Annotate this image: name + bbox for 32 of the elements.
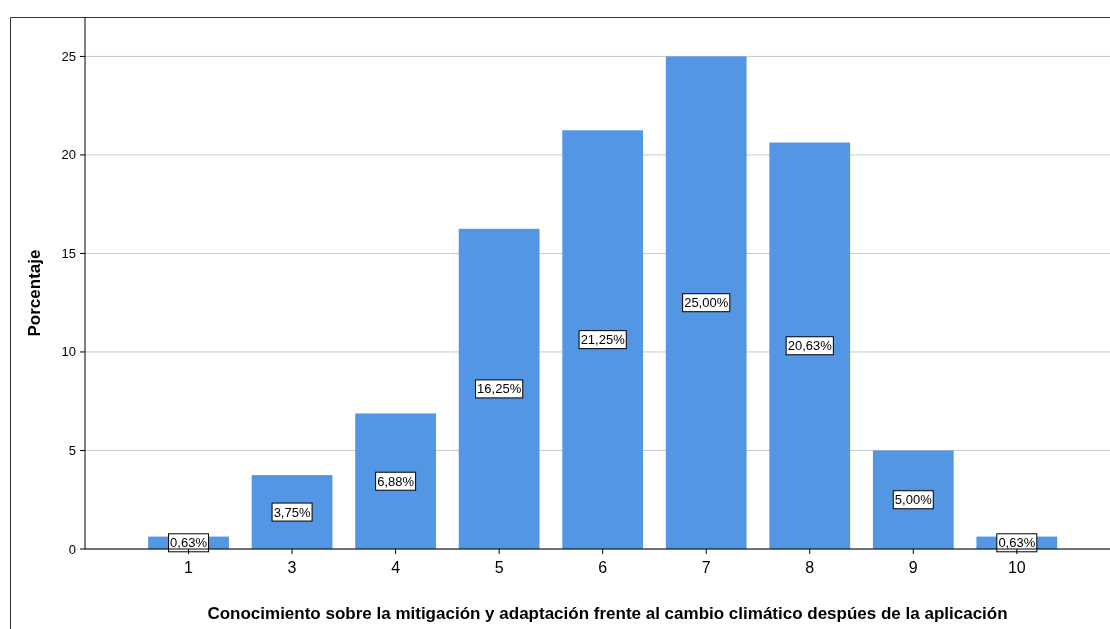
x-axis-title: Conocimiento sobre la mitigación y adaptación frente al cambio climático despúes de la aplicación: [207, 604, 1008, 623]
x-tick-label: 6: [598, 559, 608, 576]
bar: [458, 228, 540, 549]
bar: [562, 130, 644, 549]
y-axis-title: Porcentaje: [25, 249, 44, 337]
data-label: 25,00%: [684, 295, 729, 311]
x-tick-label: 9: [908, 559, 918, 576]
bar: [665, 56, 747, 549]
x-tick-label: 10: [1007, 559, 1026, 576]
x-tick-label: 5: [494, 559, 504, 576]
y-tick-label: 0: [68, 541, 76, 557]
y-tick-label: 25: [61, 48, 76, 64]
y-tick-label: 10: [61, 344, 76, 360]
data-label: 0,63%: [998, 535, 1036, 551]
data-label: 0,63%: [170, 535, 208, 551]
data-label: 16,25%: [477, 381, 522, 397]
x-tick-label: 4: [391, 559, 401, 576]
y-tick-label: 15: [61, 245, 76, 261]
y-tick-label: 20: [61, 147, 76, 163]
bar: [355, 413, 436, 549]
x-tick-label: 7: [701, 559, 711, 576]
x-tick-label: 1: [184, 559, 194, 576]
data-label: 3,75%: [273, 504, 311, 520]
data-label: 6,88%: [377, 473, 415, 489]
data-label: 20,63%: [787, 338, 833, 354]
bar: [769, 142, 851, 549]
bar: [872, 450, 954, 549]
x-tick-label: 8: [805, 559, 815, 576]
data-label: 21,25%: [580, 332, 626, 348]
x-tick-label: 3: [287, 559, 297, 576]
y-tick-label: 5: [68, 442, 76, 458]
data-label: 5,00%: [894, 492, 933, 508]
